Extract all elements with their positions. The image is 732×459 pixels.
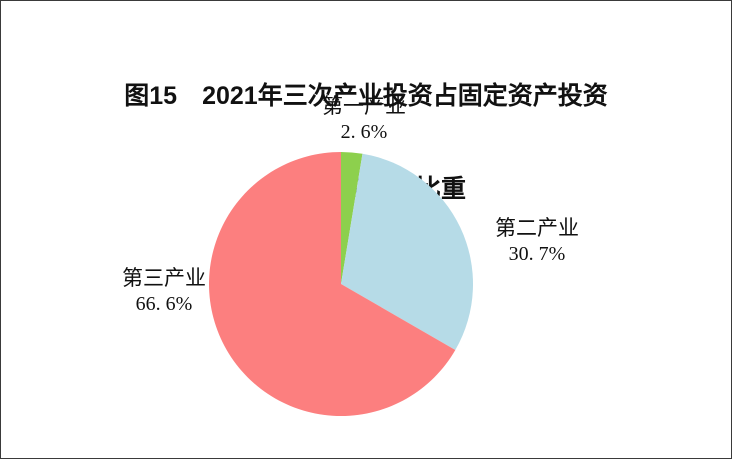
pie-chart xyxy=(209,151,474,416)
chart-title-line1: 图15 2021年三次产业投资占固定资产投资 xyxy=(124,82,608,110)
slice-label-tertiary-name: 第三产业 xyxy=(122,266,206,290)
slice-label-primary-value: 2. 6% xyxy=(340,121,388,143)
slice-label-tertiary-industry: 第三产业 66. 6% xyxy=(84,265,244,317)
pie-slice-secondary xyxy=(341,153,474,350)
slice-label-primary-industry: 第一产业 2. 6% xyxy=(284,93,444,145)
pie-slice-tertiary xyxy=(209,152,456,416)
pie-slice-primary xyxy=(341,151,363,284)
slice-label-secondary-value: 30. 7% xyxy=(508,243,566,265)
slice-label-secondary-industry: 第二产业 30. 7% xyxy=(457,215,617,267)
slice-label-primary-name: 第一产业 xyxy=(322,94,406,118)
slice-label-secondary-name: 第二产业 xyxy=(495,216,579,240)
slice-label-tertiary-value: 66. 6% xyxy=(135,293,193,315)
